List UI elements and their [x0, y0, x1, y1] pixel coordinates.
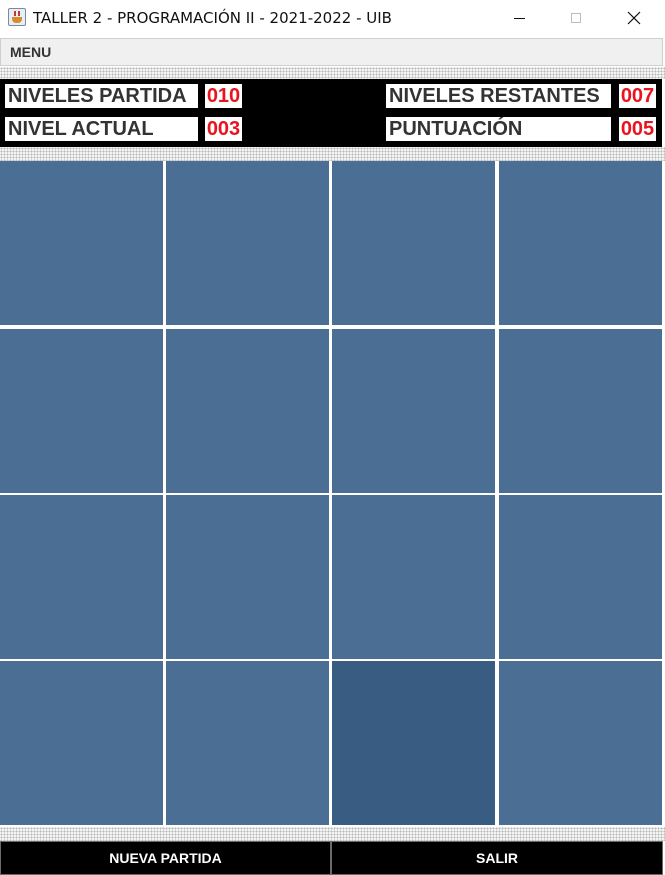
- window-title: TALLER 2 - PROGRAMACIÓN II - 2021-2022 -…: [33, 9, 392, 27]
- niveles-restantes-value: 007: [619, 84, 656, 108]
- board-tile[interactable]: [166, 329, 329, 493]
- title-bar: TALLER 2 - PROGRAMACIÓN II - 2021-2022 -…: [0, 0, 665, 36]
- board-tile[interactable]: [166, 661, 329, 825]
- maximize-icon: [571, 13, 581, 23]
- board-tile[interactable]: [0, 661, 163, 825]
- minimize-icon: [513, 17, 525, 19]
- puntuacion-label: PUNTUACIÓN: [386, 117, 611, 141]
- nueva-partida-button[interactable]: NUEVA PARTIDA: [0, 841, 331, 875]
- nivel-actual-value: 003: [205, 117, 242, 141]
- close-button[interactable]: [611, 0, 657, 36]
- board-tile[interactable]: [499, 161, 662, 325]
- board-tile[interactable]: [499, 661, 662, 825]
- niveles-partida-label: NIVELES PARTIDA: [5, 84, 198, 108]
- board-tile[interactable]: [332, 495, 495, 659]
- separator: [0, 147, 665, 161]
- bottom-bar: NUEVA PARTIDA SALIR: [0, 841, 663, 875]
- board-tile[interactable]: [499, 495, 662, 659]
- niveles-partida-value: 010: [205, 84, 242, 108]
- niveles-restantes-label: NIVELES RESTANTES: [386, 84, 611, 108]
- board-tile[interactable]: [332, 329, 495, 493]
- board-tile[interactable]: [0, 161, 163, 325]
- board-tile[interactable]: [0, 329, 163, 493]
- board-tile[interactable]: [166, 161, 329, 325]
- nivel-actual-label: NIVEL ACTUAL: [5, 117, 198, 141]
- info-panel: NIVELES PARTIDA 010 NIVELES RESTANTES 00…: [0, 79, 662, 147]
- salir-button[interactable]: SALIR: [331, 841, 663, 875]
- maximize-button[interactable]: [553, 0, 599, 36]
- board-tile-selected[interactable]: [332, 661, 495, 825]
- board-tile[interactable]: [499, 329, 662, 493]
- puntuacion-value: 005: [619, 117, 656, 141]
- close-icon: [627, 11, 641, 25]
- java-app-icon: [8, 8, 26, 26]
- board-tile[interactable]: [166, 495, 329, 659]
- game-board: [0, 161, 665, 827]
- separator: [0, 827, 665, 841]
- minimize-button[interactable]: [496, 0, 542, 36]
- board-tile[interactable]: [0, 495, 163, 659]
- menu-item-menu[interactable]: MENU: [10, 44, 52, 60]
- separator: [0, 67, 665, 79]
- menu-bar: MENU: [0, 38, 663, 66]
- board-tile[interactable]: [332, 161, 495, 325]
